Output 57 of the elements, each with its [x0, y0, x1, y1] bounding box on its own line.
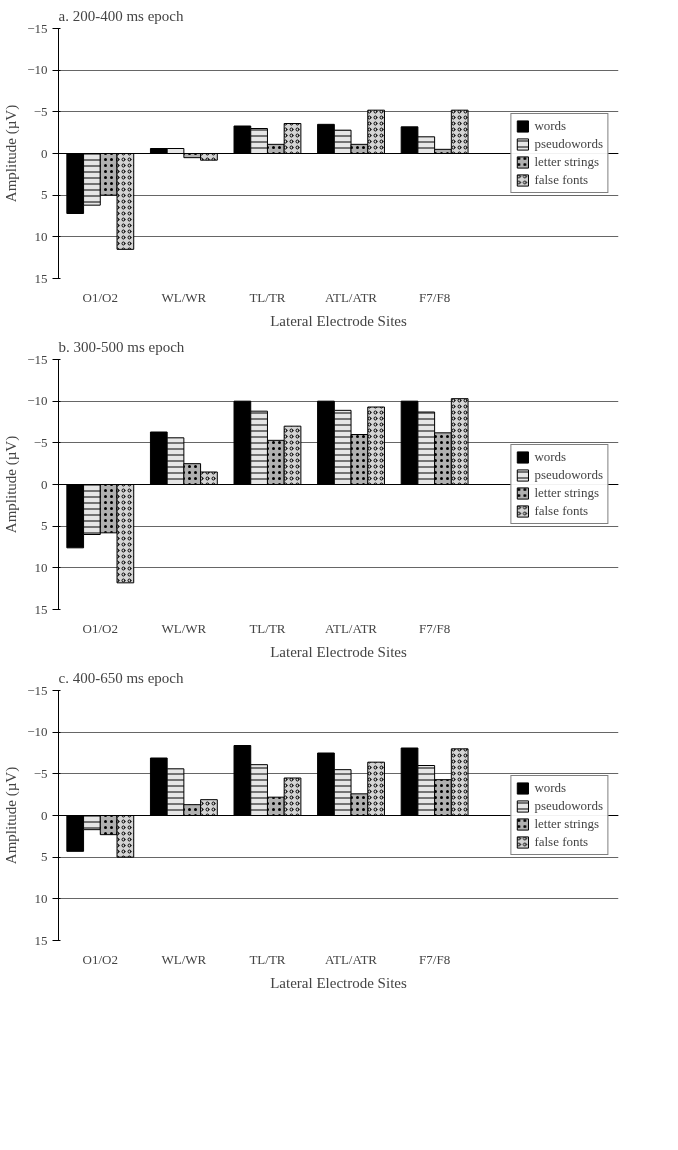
y-tick-label: 0 — [41, 476, 48, 492]
y-tick-label: 10 — [34, 228, 48, 244]
y-tick-label: 5 — [41, 518, 48, 534]
y-tick-label: 10 — [34, 559, 48, 575]
legend-label: pseudowords — [534, 136, 603, 152]
legend-label: words — [534, 449, 567, 465]
x-axis-title: Lateral Electrode Sites — [270, 974, 407, 991]
x-tick-label: WL/WR — [161, 289, 207, 305]
x-tick-label: TL/TR — [249, 289, 286, 305]
y-axis-title: Amplitude (µV) — [3, 435, 21, 534]
y-tick-label: −15 — [27, 682, 48, 698]
y-tick-label: 0 — [41, 807, 48, 823]
y-tick-label: 10 — [34, 890, 48, 906]
x-tick-label: F7/F8 — [419, 951, 451, 967]
y-tick-label: 15 — [34, 270, 48, 286]
chart-title: c. 400-650 ms epoch — [58, 669, 184, 686]
x-axis-title: Lateral Electrode Sites — [270, 312, 407, 329]
y-tick-label: −10 — [27, 62, 48, 78]
chart-title: b. 300-500 ms epoch — [58, 338, 185, 355]
legend-label: words — [534, 118, 567, 134]
legend-label: letter strings — [534, 816, 600, 832]
x-tick-label: O1/O2 — [82, 289, 118, 305]
x-tick-label: ATL/ATR — [325, 951, 378, 967]
y-tick-label: −15 — [27, 351, 48, 367]
x-tick-label: O1/O2 — [82, 951, 118, 967]
legend-label: words — [534, 780, 567, 796]
legend-label: letter strings — [534, 154, 600, 170]
y-tick-label: 5 — [41, 849, 48, 865]
y-tick-label: 15 — [34, 932, 48, 948]
x-tick-label: TL/TR — [249, 951, 286, 967]
x-tick-label: TL/TR — [249, 620, 286, 636]
legend-label: false fonts — [534, 503, 589, 519]
x-tick-label: F7/F8 — [419, 289, 451, 305]
chart-title: a. 200-400 ms epoch — [58, 7, 184, 24]
y-tick-label: −10 — [27, 724, 48, 740]
y-tick-label: −5 — [33, 103, 48, 119]
x-tick-label: WL/WR — [161, 951, 207, 967]
x-axis-title: Lateral Electrode Sites — [270, 643, 407, 660]
y-tick-label: −10 — [27, 393, 48, 409]
legend-label: pseudowords — [534, 798, 603, 814]
x-tick-label: O1/O2 — [82, 620, 118, 636]
x-tick-label: WL/WR — [161, 620, 207, 636]
legend-label: false fonts — [534, 172, 589, 188]
x-tick-label: F7/F8 — [419, 620, 451, 636]
y-tick-label: 5 — [41, 187, 48, 203]
y-tick-label: −15 — [27, 20, 48, 36]
x-tick-label: ATL/ATR — [325, 289, 378, 305]
y-axis-title: Amplitude (µV) — [3, 104, 21, 203]
y-tick-label: 15 — [34, 601, 48, 617]
y-tick-label: 0 — [41, 145, 48, 161]
x-tick-label: ATL/ATR — [325, 620, 378, 636]
legend-label: pseudowords — [534, 467, 603, 483]
y-tick-label: −5 — [33, 765, 48, 781]
legend-label: letter strings — [534, 485, 600, 501]
y-axis-title: Amplitude (µV) — [3, 766, 21, 865]
y-tick-label: −5 — [33, 434, 48, 450]
legend-label: false fonts — [534, 834, 589, 850]
